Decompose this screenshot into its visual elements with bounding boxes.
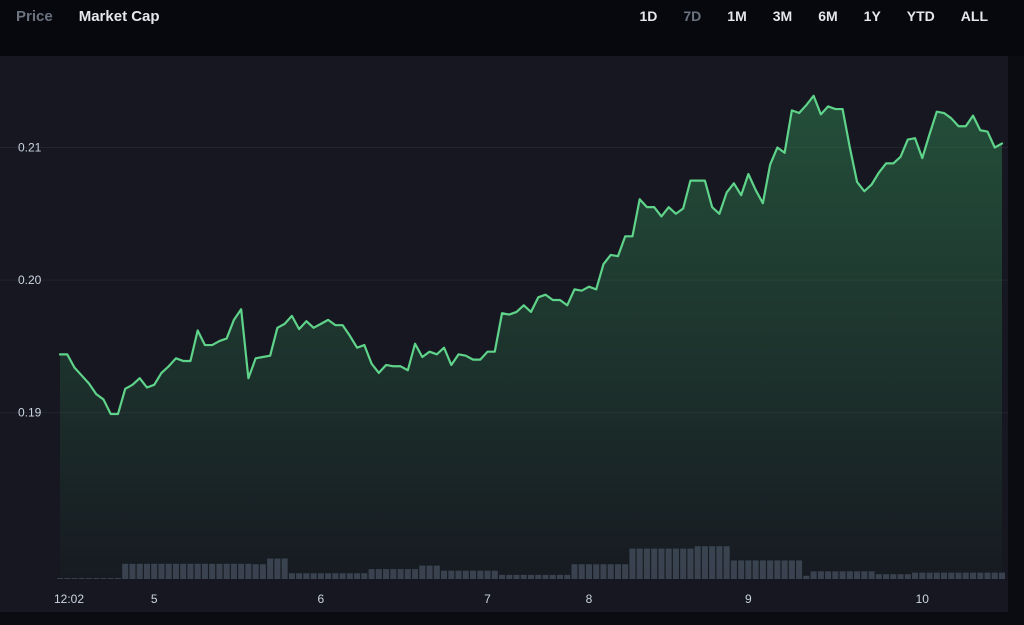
time-range-selector: 1D 7D 1M 3M 6M 1Y YTD ALL — [639, 8, 988, 24]
x-tick-label: 5 — [151, 592, 158, 606]
price-area — [60, 95, 1002, 579]
chart-header: Price Market Cap 1D 7D 1M 3M 6M 1Y YTD A… — [0, 0, 1024, 56]
chart-panel: 0.19 0.20 0.21 12:02 5 6 7 8 9 10 — [0, 56, 1008, 612]
range-all-button[interactable]: ALL — [960, 8, 988, 24]
x-tick-label: 6 — [318, 592, 325, 606]
range-3m-button[interactable]: 3M — [772, 8, 793, 24]
range-1y-button[interactable]: 1Y — [863, 8, 881, 24]
x-tick-label: 12:02 — [54, 592, 84, 606]
tab-price[interactable]: Price — [16, 8, 53, 25]
x-tick-label: 9 — [745, 592, 752, 606]
range-1d-button[interactable]: 1D — [639, 8, 658, 24]
range-7d-button[interactable]: 7D — [683, 8, 702, 24]
range-ytd-button[interactable]: YTD — [906, 8, 935, 24]
x-tick-label: 8 — [586, 592, 593, 606]
price-chart[interactable]: 0.19 0.20 0.21 12:02 5 6 7 8 9 10 — [0, 56, 1008, 612]
range-6m-button[interactable]: 6M — [818, 8, 838, 24]
y-tick-label: 0.20 — [18, 273, 42, 287]
tab-market-cap[interactable]: Market Cap — [78, 8, 160, 25]
y-tick-label: 0.21 — [18, 140, 42, 154]
price-line — [58, 94, 1004, 416]
range-1m-button[interactable]: 1M — [727, 8, 747, 24]
x-tick-label: 10 — [916, 592, 930, 606]
y-tick-label: 0.19 — [18, 406, 42, 420]
x-tick-label: 7 — [484, 592, 491, 606]
metric-tabs: Price Market Cap — [16, 8, 160, 25]
